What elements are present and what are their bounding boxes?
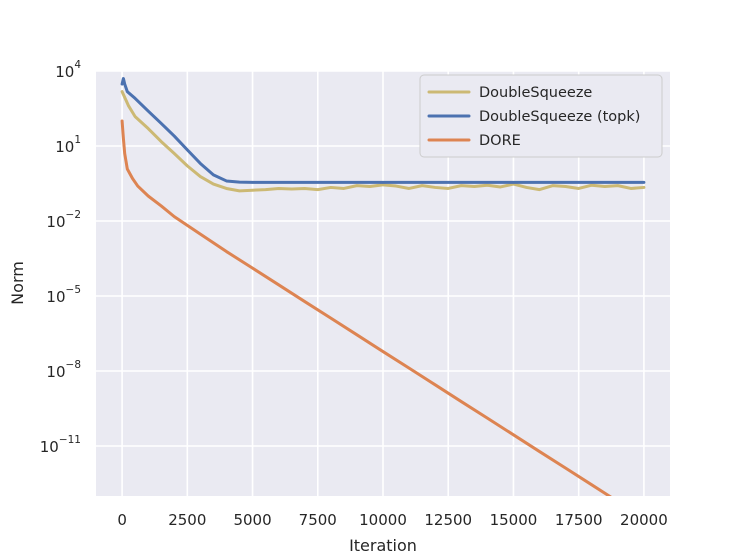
y-tick-label: 10−11 [40, 434, 81, 456]
y-tick-label: 104 [55, 59, 81, 81]
series-lines [120, 77, 646, 496]
x-tick-label: 20000 [620, 511, 668, 529]
x-tick-label: 17500 [555, 511, 603, 529]
x-tick-label: 10000 [359, 511, 407, 529]
series-line-1 [120, 77, 646, 184]
x-tick-label: 15000 [490, 511, 538, 529]
y-axis-ticks: 104 101 10−2 10−5 10−8 10−11 [40, 59, 82, 456]
y-tick-label: 10−2 [46, 209, 81, 231]
x-tick-label: 2500 [168, 511, 206, 529]
x-tick-label: 5000 [233, 511, 271, 529]
y-tick-label: 101 [55, 134, 81, 156]
legend: DoubleSqueeze DoubleSqueeze (topk) DORE [419, 74, 663, 158]
y-tick-label: 10−5 [46, 284, 81, 306]
x-tick-label: 7500 [299, 511, 337, 529]
legend-box [419, 74, 663, 158]
series-line-2 [120, 119, 612, 496]
legend-label: DORE [479, 133, 521, 149]
x-tick-label: 0 [117, 511, 127, 529]
x-tick-label: 12500 [424, 511, 472, 529]
legend-label: DoubleSqueeze (topk) [479, 109, 640, 125]
x-axis-ticks: 0 2500 5000 7500 10000 12500 15000 17500 20000 [117, 511, 667, 529]
y-tick-label: 10−8 [46, 359, 81, 381]
legend-label: DoubleSqueeze [479, 85, 592, 101]
y-axis-label: Norm [8, 261, 27, 305]
series-line-0 [120, 90, 646, 193]
x-axis-label: Iteration [349, 536, 417, 555]
